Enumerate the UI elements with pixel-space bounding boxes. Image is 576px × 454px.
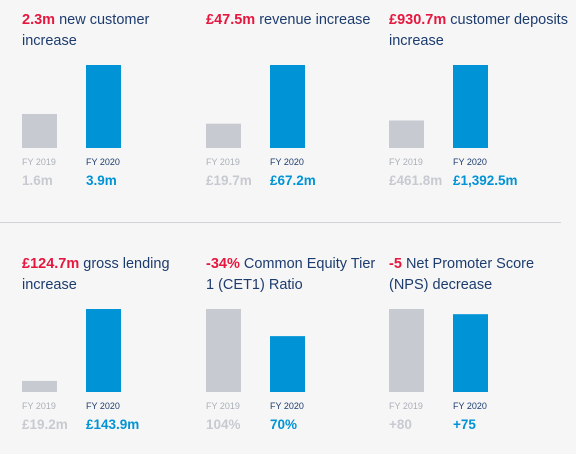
kpi-panel-cet1-ratio: -34% Common Equity Tier 1 (CET1) Ratio F… (206, 254, 386, 454)
kpi-headline: £124.7m gross lending increase (22, 254, 202, 296)
section-divider (0, 222, 561, 223)
kpi-headline: £47.5m revenue increase (206, 10, 386, 31)
bar-chart: FY 2019 £461.8m FY 2020 £1,392.5m (389, 65, 518, 188)
category-label: FY 2019 (389, 401, 423, 411)
headline-value: 2.3m (22, 12, 56, 28)
bar-fy2020 (86, 309, 121, 392)
bar-fy2020 (270, 65, 305, 148)
value-label: £19.7m (206, 173, 252, 188)
kpi-panel-customer-deposits: £930.7m customer deposits increase FY 20… (389, 10, 569, 210)
category-label: FY 2020 (86, 401, 120, 411)
value-label: 70% (270, 417, 297, 432)
bar-fy2020 (86, 65, 121, 148)
category-label: FY 2019 (22, 401, 56, 411)
headline-value: -5 (389, 256, 402, 272)
bar-chart: FY 2019 £19.2m FY 2020 £143.9m (22, 309, 139, 432)
headline-value: £47.5m (206, 12, 256, 28)
kpi-panel-revenue: £47.5m revenue increase FY 2019 £19.7m FY … (206, 10, 386, 210)
value-label: +75 (453, 417, 476, 432)
category-label: FY 2019 (206, 157, 240, 167)
value-label: 3.9m (86, 173, 117, 188)
bar-chart: FY 2019 104% FY 2020 70% (206, 309, 305, 432)
bar-fy2020 (453, 314, 488, 392)
value-label: 104% (206, 417, 241, 432)
value-label: 1.6m (22, 173, 53, 188)
bar-fy2019 (22, 380, 57, 392)
category-label: FY 2020 (270, 157, 304, 167)
category-label: FY 2020 (453, 401, 487, 411)
value-label: £461.8m (389, 173, 442, 188)
value-label: £1,392.5m (453, 173, 518, 188)
bar-chart: FY 2019 +80 FY 2020 +75 (389, 309, 488, 432)
headline-value: -34% (206, 256, 240, 272)
headline-text: Common Equity Tier 1 (CET1) Ratio (206, 256, 376, 293)
kpi-panel-gross-lending: £124.7m gross lending increase FY 2019 £1… (22, 254, 202, 454)
kpi-panel-nps: -5 Net Promoter Score (NPS) decrease FY … (389, 254, 569, 454)
bar-fy2019 (206, 123, 241, 148)
headline-value: £124.7m (22, 256, 80, 272)
bar-fy2019 (389, 309, 424, 392)
category-label: FY 2019 (22, 157, 56, 167)
headline-text: Net Promoter Score (NPS) decrease (389, 256, 535, 293)
headline-value: £930.7m (389, 12, 447, 28)
bar-chart: FY 2019 £19.7m FY 2020 £67.2m (206, 65, 316, 188)
category-label: FY 2019 (206, 401, 240, 411)
kpi-headline: -34% Common Equity Tier 1 (CET1) Ratio (206, 254, 386, 296)
bar-fy2020 (453, 65, 488, 148)
value-label: +80 (389, 417, 412, 432)
category-label: FY 2020 (270, 401, 304, 411)
headline-text: revenue increase (259, 12, 371, 28)
kpi-headline: £930.7m customer deposits increase (389, 10, 569, 52)
category-label: FY 2019 (389, 157, 423, 167)
headline-text: gross lending increase (22, 256, 170, 293)
headline-text: new customer increase (22, 12, 150, 49)
kpi-panel-new-customers: 2.3m new customer increase FY 2019 1.6m FY… (22, 10, 202, 210)
category-label: FY 2020 (86, 157, 120, 167)
value-label: £67.2m (270, 173, 316, 188)
bar-fy2019 (206, 309, 241, 392)
value-label: £143.9m (86, 417, 139, 432)
bar-fy2019 (22, 113, 57, 148)
value-label: £19.2m (22, 417, 68, 432)
kpi-headline: 2.3m new customer increase (22, 10, 202, 52)
bar-fy2019 (389, 120, 424, 148)
kpi-headline: -5 Net Promoter Score (NPS) decrease (389, 254, 569, 296)
category-label: FY 2020 (453, 157, 487, 167)
bar-fy2020 (270, 336, 305, 392)
headline-text: customer deposits increase (389, 12, 568, 49)
bar-chart: FY 2019 1.6m FY 2020 3.9m (22, 65, 121, 188)
